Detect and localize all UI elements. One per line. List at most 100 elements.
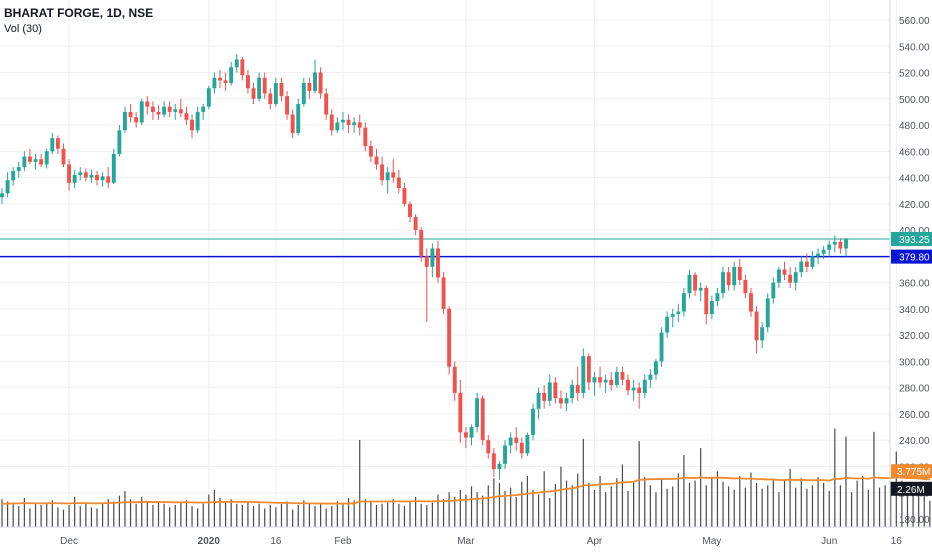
volume-bar [761,488,763,527]
volume-last-value: 2.26M [897,485,925,496]
candle-body [519,442,524,454]
volume-bar [185,500,188,527]
candle-body [681,293,686,312]
volume-bar [867,489,869,527]
candle-body [385,172,390,181]
candle-body [251,88,256,99]
candle-body [290,114,295,133]
volume-bar [415,496,417,527]
candle-body [749,293,753,312]
volume-bar [403,506,406,527]
candle-body [402,188,407,204]
candle-body [536,392,541,409]
candle-body [581,356,586,393]
candle-body [419,230,424,257]
volume-bar [571,485,573,527]
candle-body [592,377,597,383]
candle-body [218,77,222,81]
volume-bar [40,504,42,527]
volume-bar [901,480,903,527]
volume-bar [649,485,651,527]
volume-bar [811,485,814,527]
candle-body [827,244,832,250]
volume-bar [96,508,98,527]
candle-body [117,130,122,154]
volume-bar [275,507,277,527]
candle-body [111,153,116,183]
volume-bar [208,494,210,527]
volume-bar [129,499,132,527]
volume-bar [733,489,735,527]
candle-body [575,385,580,393]
volume-bar [487,485,489,527]
volume-bar [442,499,445,527]
candle-body [285,96,290,115]
volume-bar [102,502,104,527]
volume-bar [510,487,512,527]
volume-bar [616,478,618,527]
time-tick-label: 16 [270,536,282,547]
candle-body [279,83,284,97]
candle-body [525,434,530,454]
volume-bar [459,489,461,527]
candle-body [374,156,379,165]
time-tick-label: 2020 [198,536,221,547]
candle-body [497,463,502,470]
volume-bar [314,506,316,527]
candle-body [257,77,262,99]
volume-bar [219,498,221,527]
horizontal-lines [0,238,890,258]
candle-body [245,75,250,89]
candle-body [732,266,737,286]
candle-body [804,261,809,267]
volume-bar [700,448,702,527]
volume-bar [800,478,802,527]
candle-body [83,172,88,178]
candle-body [39,159,44,165]
candle-body [424,256,429,267]
volume-bar [157,502,160,527]
candle-body [788,274,793,283]
candle-body [704,287,709,315]
volume-bar [197,508,199,527]
candle-body [229,67,234,84]
volume-bar [113,501,115,527]
candle-body [156,111,161,115]
volume-bar [772,479,774,527]
candle-body [201,106,206,112]
candle-body [33,159,38,162]
candle-body [463,432,468,438]
volume-bar [152,504,154,527]
candle-body [67,164,72,183]
volume-bar [716,471,719,527]
volume-bar [420,503,422,527]
candle-body [301,83,306,105]
volume-bar [107,499,109,527]
volume-bar [202,503,204,527]
price-tick-label: 500.00 [899,95,930,106]
time-tick-label: May [702,536,721,547]
candle-body [318,72,323,94]
volume-bar [912,485,914,527]
candle-body [637,387,642,393]
candle-body [676,311,681,315]
last-price-label: 393.25 [899,235,930,246]
volume-bar [789,469,791,527]
candle-body [458,392,463,433]
candle-body [631,387,636,391]
volume-bar [532,489,534,527]
candle-body [352,122,357,126]
volume-bar [431,502,433,527]
volume-bar [834,428,836,527]
volume-bar [336,501,338,527]
volume-bar [230,499,232,527]
volume-bar [493,478,495,527]
price-tick-label: 180.00 [899,515,930,526]
volume-bar [46,502,48,527]
volume-indicator-label: Vol (30) [4,23,42,35]
volume-bar [264,508,266,527]
volume-bar [728,486,730,527]
candle-body [167,106,172,112]
volume-bar [890,481,892,527]
